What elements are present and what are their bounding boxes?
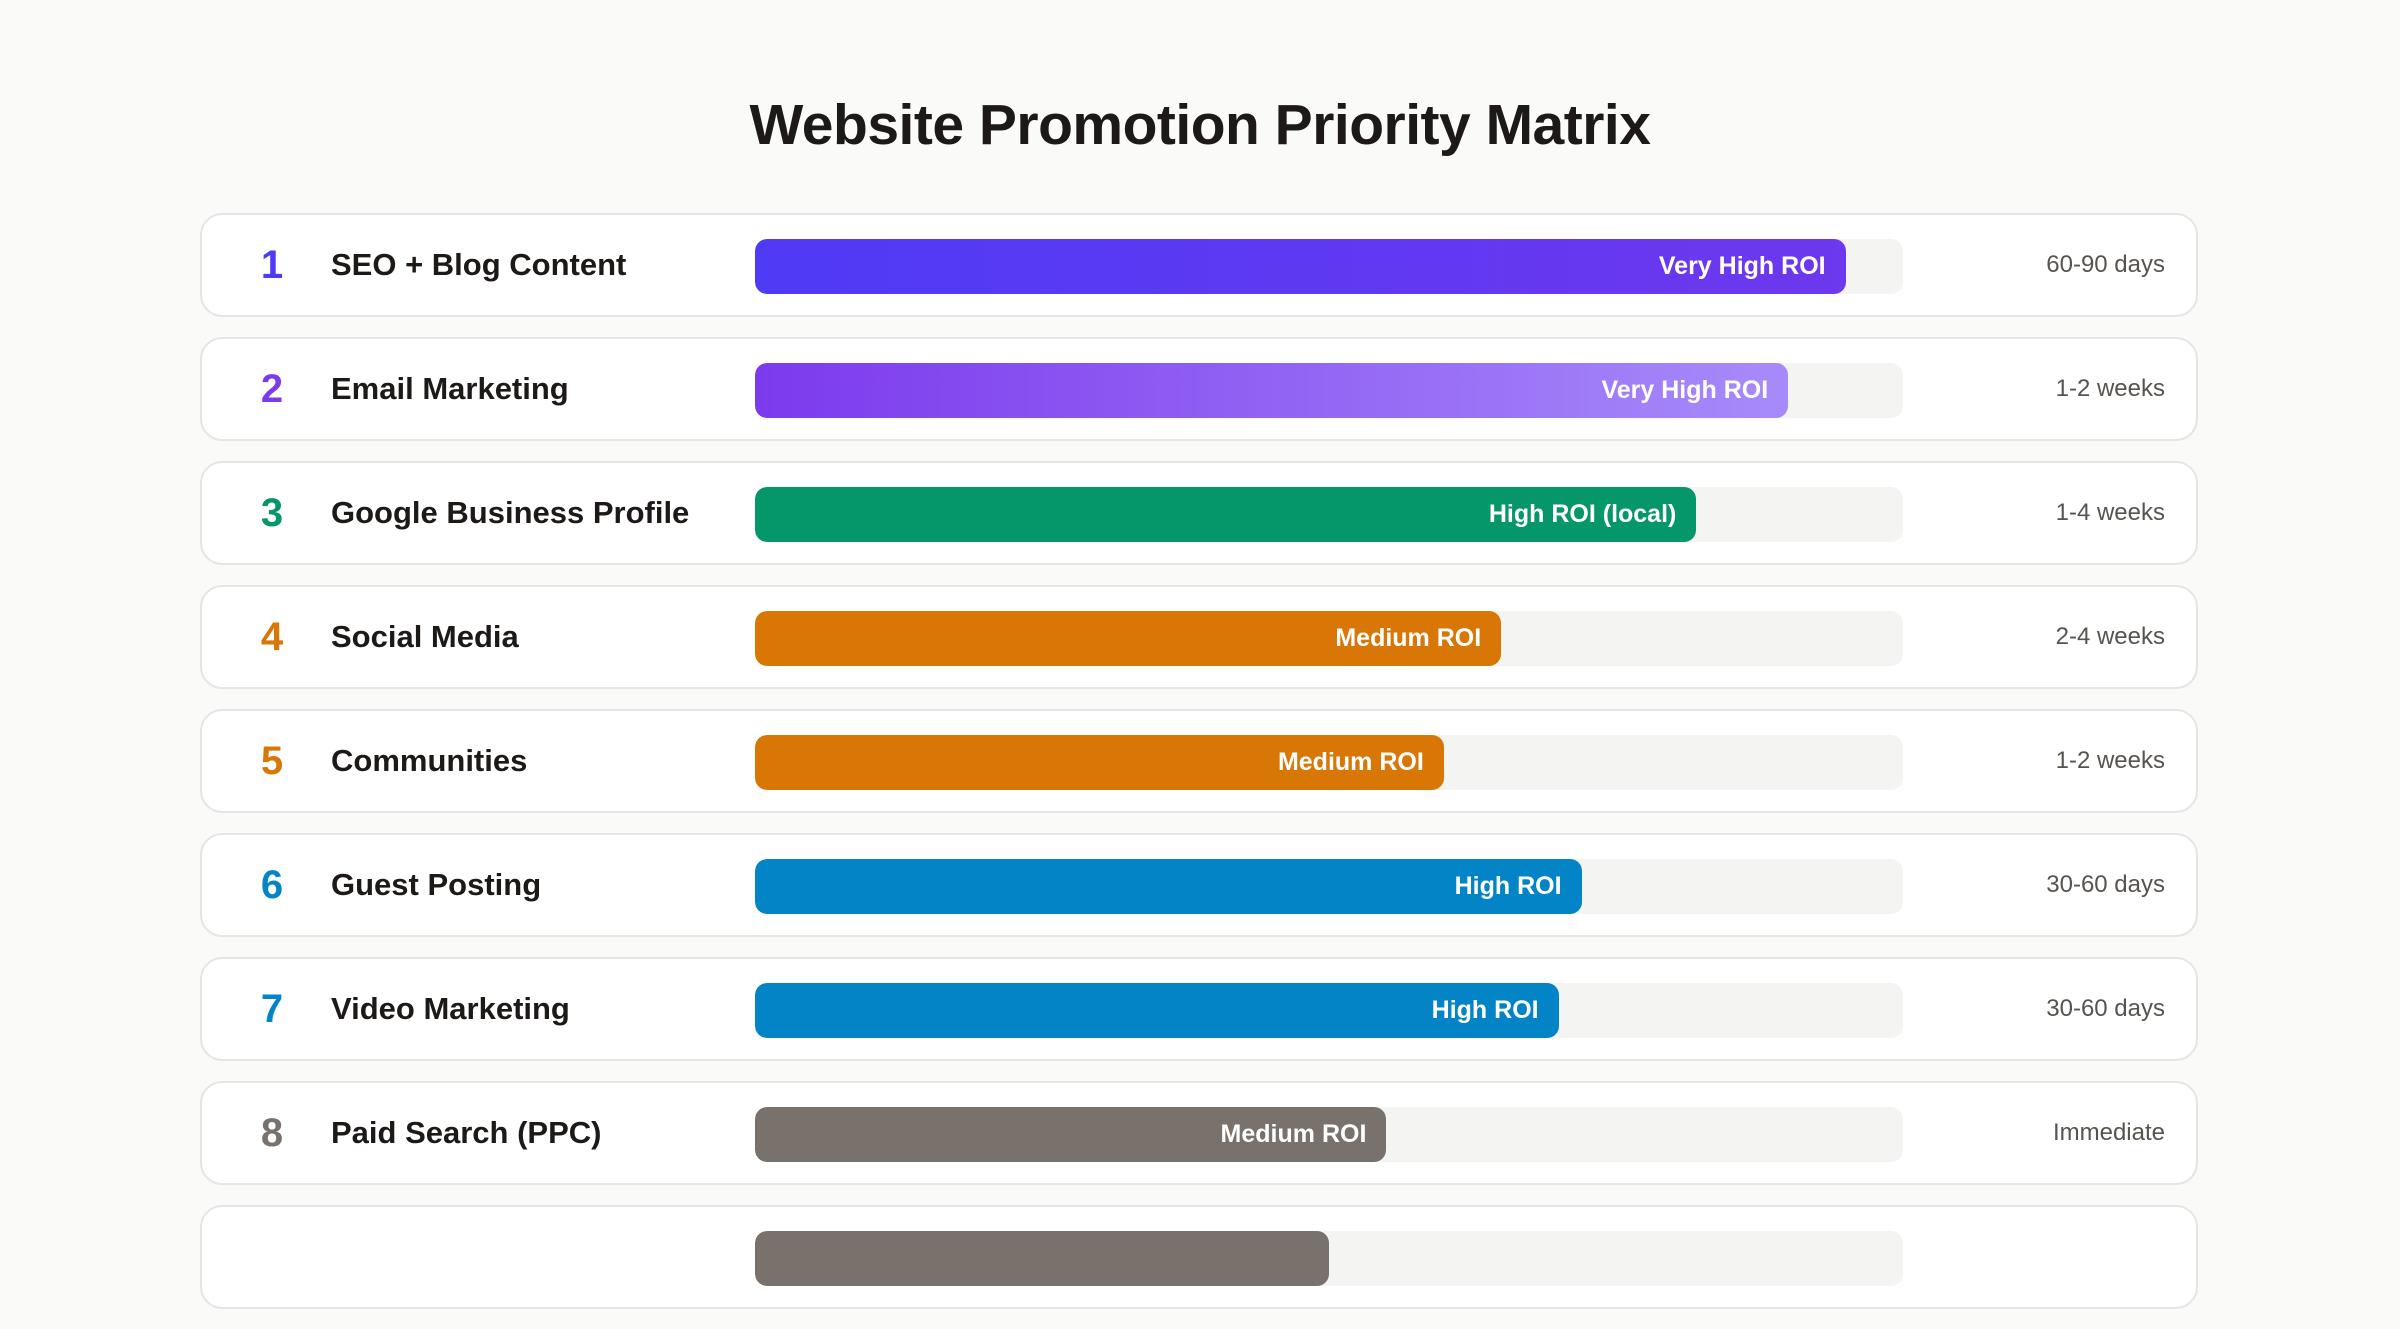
roi-bar-track: Very High ROI [755,239,1903,294]
roi-label: Very High ROI [1601,376,1769,404]
roi-label: High ROI (local) [1488,500,1677,528]
timeline-label: 2-4 weeks [2055,623,2165,650]
roi-bar-fill: Very High ROI [755,363,1789,418]
roi-bar-fill: High ROI [755,859,1582,914]
roi-bar-track: Medium ROI [755,611,1903,666]
rank-number: 1 [260,242,284,287]
priority-list: 1 SEO + Blog Content Very High ROI 60-90 da… [200,213,2198,1329]
timeline-label: Immediate [2052,1119,2165,1146]
rank-number: 4 [260,614,284,659]
roi-label: High ROI [1431,996,1539,1024]
timeline-label: 1-4 weeks [2055,499,2165,526]
priority-row: 7 Video Marketing High ROI 30-60 days [200,957,2198,1061]
rank-number: 6 [260,862,284,907]
channel-label: Paid Search (PPC) [331,1115,602,1150]
channel-label: Communities [331,743,528,778]
channel-label: Social Media [331,619,519,654]
roi-bar-fill: Very High ROI [755,239,1846,294]
rank-number: 3 [260,490,284,535]
timeline-label: 1-2 weeks [2055,747,2165,774]
roi-bar-fill: Medium ROI [755,735,1444,790]
roi-label: Medium ROI [1277,748,1424,776]
roi-label: Very High ROI [1658,252,1826,280]
channel-label: SEO + Blog Content [331,247,627,282]
roi-bar-track: Medium ROI [755,1107,1903,1162]
channel-label: Email Marketing [331,371,569,406]
page-title: Website Promotion Priority Matrix [749,93,1651,157]
roi-bar-track: Very High ROI [755,363,1903,418]
priority-row: 8 Paid Search (PPC) Medium ROI Immediate [200,1081,2198,1185]
timeline-label: 30-60 days [2046,871,2165,898]
roi-label: High ROI [1454,872,1562,900]
priority-row: 2 Email Marketing Very High ROI 1-2 weeks [200,337,2198,441]
roi-bar-fill: High ROI (local) [755,487,1697,542]
rank-number: 2 [260,366,284,411]
roi-bar-fill: High ROI [755,983,1559,1038]
priority-row: 4 Social Media Medium ROI 2-4 weeks [200,585,2198,689]
roi-bar-track: High ROI [755,859,1903,914]
roi-bar-track [755,1231,1903,1286]
priority-row [200,1205,2198,1309]
rank-number: 8 [260,1110,284,1155]
roi-bar-fill [755,1231,1329,1286]
roi-bar-track: Medium ROI [755,735,1903,790]
channel-label: Google Business Profile [331,495,690,530]
priority-row: 3 Google Business Profile High ROI (local)… [200,461,2198,565]
roi-bar-fill: Medium ROI [755,611,1502,666]
roi-label: Medium ROI [1335,624,1482,652]
channel-label: Video Marketing [331,991,570,1026]
roi-bar-track: High ROI [755,983,1903,1038]
rank-number: 5 [260,738,284,783]
priority-row: 6 Guest Posting High ROI 30-60 days [200,833,2198,937]
roi-label: Medium ROI [1220,1120,1367,1148]
channel-label: Guest Posting [331,867,542,902]
rank-number [252,1207,292,1307]
roi-bar-track: High ROI (local) [755,487,1903,542]
rank-number: 7 [260,986,284,1031]
priority-row: 1 SEO + Blog Content Very High ROI 60-90 da… [200,213,2198,317]
timeline-label: 30-60 days [2046,995,2165,1022]
priority-row: 5 Communities Medium ROI 1-2 weeks [200,709,2198,813]
roi-bar-fill: Medium ROI [755,1107,1387,1162]
timeline-label: 60-90 days [2046,251,2165,278]
timeline-label: 1-2 weeks [2055,375,2165,402]
